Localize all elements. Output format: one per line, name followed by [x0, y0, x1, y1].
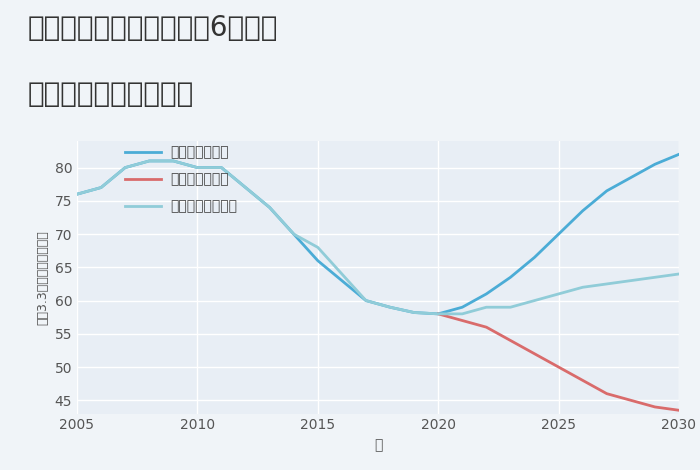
Text: 三重県名張市桔梗が丘西6番町の: 三重県名張市桔梗が丘西6番町の	[28, 14, 279, 42]
Text: グッドシナリオ: グッドシナリオ	[170, 145, 229, 159]
Text: 中古戸建ての価格推移: 中古戸建ての価格推移	[28, 80, 195, 108]
Text: バッドシナリオ: バッドシナリオ	[170, 172, 229, 186]
Y-axis label: 坪（3.3㎡）単価（万円）: 坪（3.3㎡）単価（万円）	[36, 230, 49, 325]
X-axis label: 年: 年	[374, 438, 382, 452]
Text: ノーマルシナリオ: ノーマルシナリオ	[170, 199, 237, 213]
